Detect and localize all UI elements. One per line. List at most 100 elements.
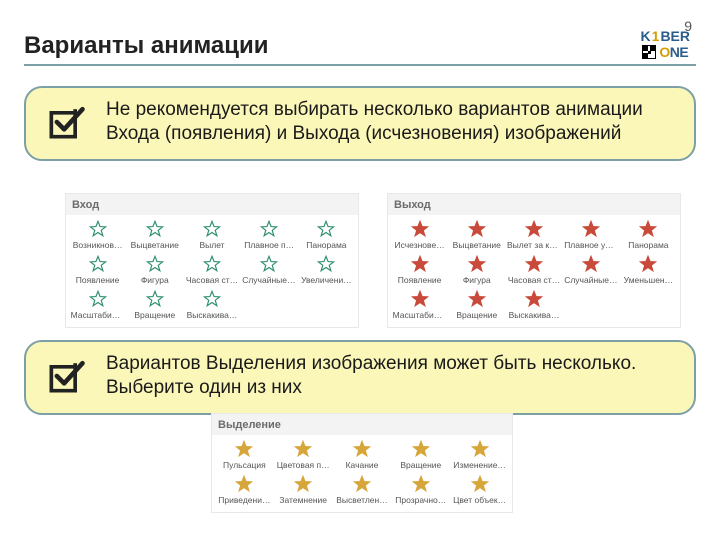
animation-item[interactable]: Изменение… [451, 439, 508, 471]
star-icon [468, 255, 486, 273]
animation-item[interactable]: Панорама [299, 219, 354, 251]
animation-item[interactable]: Масштабир… [70, 289, 125, 321]
entrance-panel-header: Вход [66, 194, 358, 215]
star-icon [203, 220, 221, 238]
animation-item[interactable]: Цвет объек… [451, 474, 508, 506]
animation-item-label: Исчезнове… [394, 240, 444, 250]
animation-item[interactable]: Качание [334, 439, 391, 471]
star-icon [317, 220, 335, 238]
animation-item[interactable]: Случайные … [242, 254, 297, 286]
animation-item-label: Выскакива… [187, 310, 238, 320]
animation-item[interactable]: Исчезнове… [392, 219, 447, 251]
star-icon [353, 475, 371, 493]
animation-item-label: Качание [346, 460, 379, 470]
animation-item-label: Плавное п… [244, 240, 294, 250]
animation-item[interactable]: Появление [70, 254, 125, 286]
animation-item-label: Вылет за кр… [507, 240, 561, 250]
animation-item[interactable]: Возникнов… [70, 219, 125, 251]
star-icon [411, 255, 429, 273]
checkbox-icon [44, 100, 88, 144]
animation-item-label: Вылет [199, 240, 224, 250]
animation-item[interactable]: Вращение [127, 289, 182, 321]
animation-item[interactable]: Пульсация [216, 439, 273, 471]
star-icon [89, 255, 107, 273]
animation-item-label: Выскакива… [509, 310, 560, 320]
animation-item[interactable]: Вращение [449, 289, 504, 321]
animation-item[interactable]: Вылет [184, 219, 239, 251]
star-icon [89, 220, 107, 238]
animation-item-label: Появление [76, 275, 120, 285]
animation-item[interactable]: Часовая ст… [184, 254, 239, 286]
logo-letters-ber: BER [660, 28, 690, 44]
animation-item[interactable]: Вращение [392, 439, 449, 471]
animation-item-label: Уменьшен… [624, 275, 673, 285]
star-icon [294, 475, 312, 493]
animation-item-label: Высветлен… [336, 495, 387, 505]
star-icon [582, 220, 600, 238]
animation-item[interactable]: Масштабир… [392, 289, 447, 321]
animation-item[interactable]: Выцветание [127, 219, 182, 251]
kiberone-logo: K1BER ONE [641, 28, 690, 60]
animation-item-label: Вращение [134, 310, 175, 320]
qr-icon [642, 45, 656, 59]
star-icon [412, 475, 430, 493]
star-icon [235, 475, 253, 493]
animation-item[interactable]: Фигура [127, 254, 182, 286]
animation-item[interactable]: Уменьшен… [621, 254, 676, 286]
exit-panel-header: Выход [388, 194, 680, 215]
animation-item-label: Часовая ст… [186, 275, 238, 285]
animation-item-label: Случайные … [564, 275, 618, 285]
star-icon [525, 220, 543, 238]
animation-item[interactable]: Появление [392, 254, 447, 286]
star-icon [317, 255, 335, 273]
animation-item-label: Часовая ст… [508, 275, 560, 285]
star-icon [260, 220, 278, 238]
entrance-panel: Вход Возникнов…Выцветание Вылет Плавное п…… [66, 194, 358, 327]
star-icon [525, 255, 543, 273]
animation-item[interactable]: Высветлен… [334, 474, 391, 506]
star-icon [411, 290, 429, 308]
animation-item[interactable]: Случайные … [564, 254, 619, 286]
animation-item[interactable]: Выскакива… [184, 289, 239, 321]
callout-1: Не рекомендуется выбирать несколько вари… [24, 86, 696, 161]
animation-item[interactable]: Прозрачно… [392, 474, 449, 506]
star-icon [89, 290, 107, 308]
animation-item[interactable]: Панорама [621, 219, 676, 251]
star-icon [639, 255, 657, 273]
animation-item-label: Приведени… [218, 495, 270, 505]
animation-item[interactable]: Часовая ст… [506, 254, 561, 286]
logo-letter-k: K [641, 28, 651, 44]
logo-one: ONE [659, 44, 688, 60]
emphasis-panel-header: Выделение [212, 414, 512, 435]
animation-item[interactable]: Плавное п… [242, 219, 297, 251]
animation-item-label: Пульсация [223, 460, 266, 470]
animation-item[interactable]: Фигура [449, 254, 504, 286]
star-icon [353, 440, 371, 458]
star-icon [260, 255, 278, 273]
animation-item[interactable]: Увеличени… [299, 254, 354, 286]
animation-item[interactable]: Затемнение [275, 474, 332, 506]
logo-bottom-row: ONE [642, 44, 688, 60]
animation-item-label: Вращение [456, 310, 497, 320]
animation-item[interactable]: Плавное уд… [564, 219, 619, 251]
star-icon [411, 220, 429, 238]
entrance-grid: Возникнов…Выцветание Вылет Плавное п… Панор… [66, 215, 358, 327]
star-icon [235, 440, 253, 458]
animation-item-label: Панорама [306, 240, 346, 250]
star-icon [412, 440, 430, 458]
animation-item-label: Фигура [141, 275, 169, 285]
page-title: Варианты анимации [24, 32, 269, 60]
star-icon [525, 290, 543, 308]
star-icon [146, 290, 164, 308]
animation-item[interactable]: Приведени… [216, 474, 273, 506]
animation-item[interactable]: Вылет за кр… [506, 219, 561, 251]
star-icon [471, 475, 489, 493]
header-rule [24, 64, 696, 66]
logo-digit-1: 1 [651, 28, 661, 44]
exit-panel: Выход Исчезнове… ВыцветаниеВылет за кр…Пл… [388, 194, 680, 327]
animation-item[interactable]: Выцветание [449, 219, 504, 251]
star-icon [146, 255, 164, 273]
animation-item[interactable]: Выскакива… [506, 289, 561, 321]
animation-item[interactable]: Цветовая п… [275, 439, 332, 471]
animation-item-label: Панорама [628, 240, 668, 250]
